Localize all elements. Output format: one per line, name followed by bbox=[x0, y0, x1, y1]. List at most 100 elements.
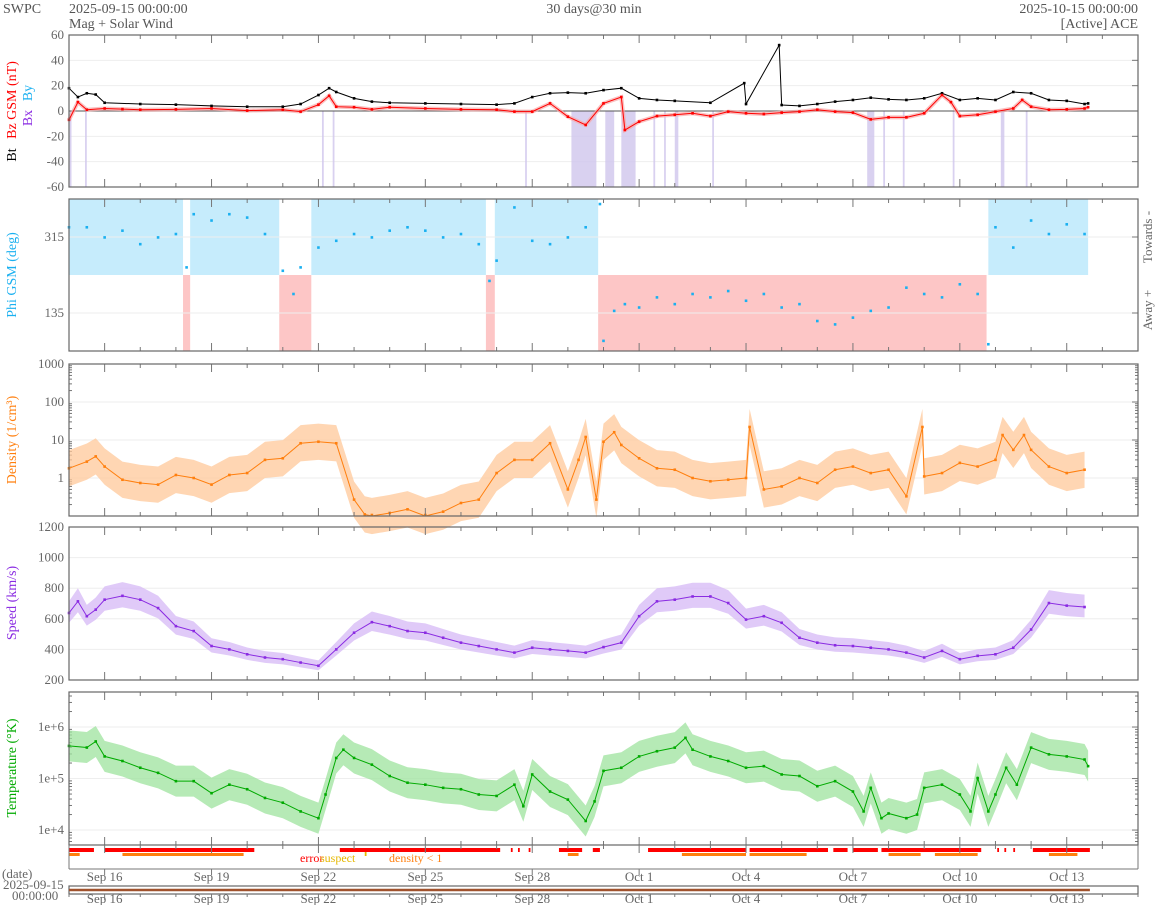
bz-point bbox=[673, 113, 677, 117]
temperature-point bbox=[522, 804, 525, 808]
bt-point bbox=[352, 97, 356, 100]
error-flag-bar bbox=[881, 848, 982, 852]
phi-point bbox=[103, 236, 106, 239]
bt-point bbox=[655, 98, 659, 102]
phi-point bbox=[762, 292, 766, 296]
speed-point bbox=[620, 641, 623, 644]
time-axis-label: Sep 16 bbox=[87, 869, 123, 884]
density-point bbox=[905, 494, 908, 498]
bt-point bbox=[94, 93, 98, 96]
temperature-point bbox=[370, 763, 374, 766]
y-tick-label: 135 bbox=[45, 305, 65, 320]
bz-point bbox=[958, 114, 962, 118]
phi-point bbox=[210, 219, 213, 222]
time-axis-label: Sep 25 bbox=[407, 869, 443, 884]
temperature-point bbox=[637, 755, 641, 758]
temperature-point bbox=[121, 759, 124, 763]
bz-point bbox=[1029, 105, 1033, 108]
density-point bbox=[192, 476, 196, 480]
phi-point bbox=[798, 302, 801, 306]
phi-point bbox=[612, 309, 616, 313]
phi-point bbox=[263, 232, 267, 236]
time-axis-label: Sep 22 bbox=[301, 869, 337, 884]
phi-point bbox=[156, 236, 160, 239]
phi-point bbox=[245, 216, 249, 219]
error-flag-bar bbox=[1013, 848, 1016, 852]
temperature-point bbox=[833, 779, 837, 783]
speed-point bbox=[192, 629, 196, 633]
bz-point bbox=[530, 110, 534, 113]
southward-bz-bar bbox=[321, 111, 324, 187]
temperature-point bbox=[299, 810, 302, 813]
temperature-point bbox=[85, 746, 89, 749]
bz-point bbox=[459, 108, 463, 111]
speed-point bbox=[85, 614, 89, 618]
density-point bbox=[612, 430, 616, 434]
bt-point bbox=[459, 102, 463, 106]
temperature-point bbox=[174, 779, 178, 783]
phi-point bbox=[185, 266, 188, 269]
temperature-point bbox=[862, 810, 865, 813]
density-point bbox=[1065, 471, 1069, 475]
speed-point bbox=[1065, 604, 1069, 607]
bz-point bbox=[584, 123, 587, 127]
bt-point bbox=[744, 102, 748, 106]
density-point bbox=[1083, 468, 1086, 472]
temperature-point bbox=[655, 749, 659, 753]
bt-point bbox=[174, 103, 178, 106]
bt-point bbox=[299, 102, 302, 106]
error-flag-bar bbox=[852, 848, 878, 852]
density-point bbox=[1047, 465, 1051, 468]
density-point bbox=[798, 476, 801, 480]
speed-point bbox=[637, 614, 641, 618]
speed-point bbox=[798, 636, 801, 640]
speed-point bbox=[530, 646, 534, 650]
density-point bbox=[762, 488, 766, 491]
phi-point bbox=[138, 242, 142, 246]
temperature-point bbox=[969, 810, 972, 813]
bz-point bbox=[327, 94, 331, 98]
temperature-point bbox=[424, 783, 427, 786]
bz-axis-label: Bz GSM (nT) bbox=[5, 61, 20, 139]
bz-point bbox=[388, 105, 391, 109]
data-source: [Active] ACE bbox=[1061, 17, 1138, 32]
speed-axis-label: Speed (km/s) bbox=[5, 566, 20, 641]
bt-point bbox=[976, 97, 979, 100]
density-low-flag-bar bbox=[934, 853, 978, 856]
bt-point bbox=[620, 86, 623, 90]
bz-point bbox=[940, 93, 944, 97]
bz-point bbox=[655, 114, 659, 118]
panel-frame bbox=[68, 363, 1139, 517]
density-point bbox=[577, 458, 580, 462]
phi-point bbox=[598, 202, 602, 206]
temperature-point bbox=[940, 783, 944, 786]
bz-point bbox=[922, 111, 926, 115]
speed-point bbox=[441, 636, 445, 640]
time-axis-label: Oct 7 bbox=[839, 869, 868, 884]
phi-axis-label: Phi GSM (deg) bbox=[5, 232, 20, 318]
density-point bbox=[477, 498, 481, 501]
southward-bz-bar bbox=[674, 111, 679, 187]
bz-point bbox=[637, 120, 641, 123]
bz-point bbox=[548, 102, 552, 105]
phi-point bbox=[424, 229, 427, 232]
density-point bbox=[869, 471, 873, 475]
panel-frame bbox=[68, 198, 1139, 352]
bt-point bbox=[370, 100, 374, 103]
bt-point bbox=[210, 104, 213, 108]
y-tick-label: 40 bbox=[51, 52, 64, 67]
bt-point bbox=[851, 98, 855, 102]
temperature-point bbox=[317, 816, 320, 820]
density-point bbox=[174, 473, 178, 477]
southward-bz-bar bbox=[952, 111, 955, 187]
phi-point bbox=[922, 292, 926, 296]
y-tick-label: 200 bbox=[45, 672, 65, 687]
temperature-point bbox=[192, 779, 196, 783]
phi-point bbox=[459, 232, 463, 236]
phi-point bbox=[780, 306, 783, 309]
temperature-point bbox=[388, 774, 391, 778]
speed-point bbox=[851, 644, 855, 648]
temperature-point bbox=[530, 773, 534, 776]
temperature-point bbox=[228, 783, 231, 786]
